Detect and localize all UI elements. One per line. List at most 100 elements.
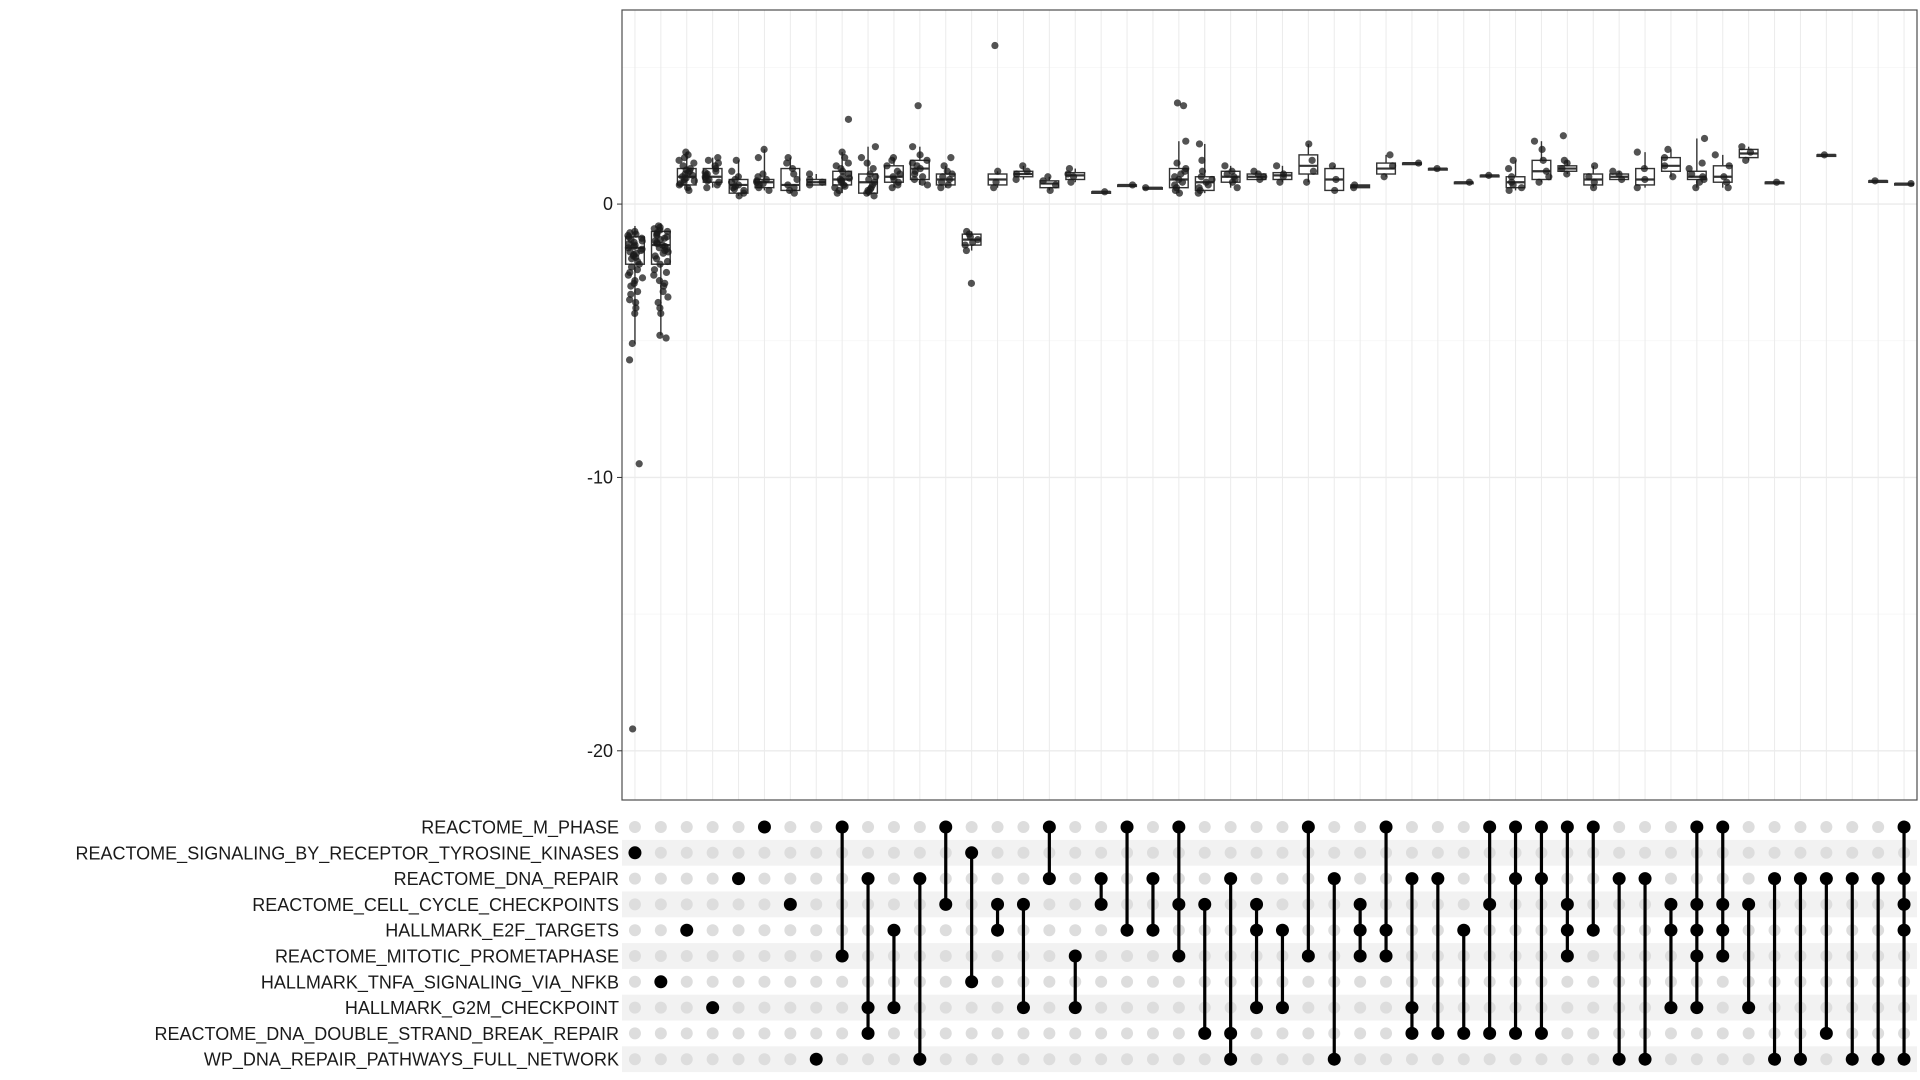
matrix-dot-inactive [1587, 1027, 1600, 1040]
matrix-dot-inactive [1613, 821, 1626, 833]
data-point [760, 145, 768, 154]
matrix-dot-inactive [836, 1027, 849, 1040]
data-point [832, 162, 840, 170]
data-point [632, 298, 640, 307]
matrix-dot-inactive [939, 1053, 952, 1066]
matrix-column [1845, 821, 1859, 1066]
data-point [1197, 173, 1205, 181]
matrix-dot-inactive [1121, 950, 1134, 962]
matrix-dot-inactive [1483, 1053, 1496, 1066]
data-point [910, 175, 919, 184]
matrix-dot-inactive [1561, 1001, 1574, 1014]
matrix-dot-active [939, 897, 953, 911]
data-point [1208, 175, 1216, 184]
data-point [883, 162, 891, 170]
matrix-column [939, 820, 953, 1066]
data-point [1669, 173, 1677, 181]
data-point [653, 231, 661, 240]
matrix-dot-inactive [1172, 1027, 1185, 1040]
matrix-dot-inactive [1017, 1053, 1030, 1066]
matrix-dot-inactive [1302, 1053, 1315, 1066]
box-group [1583, 162, 1604, 192]
matrix-dot-inactive [706, 1027, 719, 1040]
matrix-dot-inactive [1069, 872, 1082, 885]
matrix-dot-inactive [758, 1001, 771, 1014]
matrix-column [1405, 821, 1419, 1066]
matrix-dot-active [732, 872, 746, 886]
data-point [1772, 178, 1781, 186]
matrix-column [1094, 821, 1108, 1066]
matrix-dot-active [887, 923, 901, 937]
data-point [1386, 151, 1394, 159]
data-point [967, 279, 976, 287]
matrix-dot-active [1716, 820, 1730, 834]
matrix-dot-inactive [1664, 846, 1677, 859]
data-point [740, 186, 748, 195]
box-group [1012, 162, 1034, 184]
matrix-dot-active [1690, 923, 1704, 937]
matrix-dot-inactive [1742, 1053, 1755, 1066]
data-point [1023, 167, 1031, 175]
data-point [664, 293, 672, 301]
matrix-dot-active [1301, 820, 1315, 834]
matrix-dot-inactive [1069, 821, 1082, 833]
matrix-dot-inactive [1354, 975, 1367, 988]
matrix-dot-inactive [1069, 1053, 1082, 1066]
data-point [1742, 156, 1750, 164]
matrix-dot-active [1742, 897, 1756, 911]
matrix-dot-active [706, 1001, 720, 1015]
matrix-column [1016, 821, 1030, 1066]
matrix-dot-inactive [1146, 1001, 1159, 1014]
matrix-dot-active [1146, 923, 1160, 937]
matrix-dot-inactive [1457, 1053, 1470, 1066]
data-point [870, 192, 878, 200]
set-label: HALLMARK_TNFA_SIGNALING_VIA_NFKB [261, 972, 619, 993]
matrix-dot-active [913, 1052, 927, 1066]
data-point [690, 177, 698, 185]
box-group [1685, 134, 1709, 192]
matrix-dot-inactive [680, 872, 693, 885]
matrix-dot-active [1172, 820, 1186, 834]
matrix-dot-inactive [1664, 821, 1677, 833]
matrix-dot-inactive [654, 1053, 667, 1066]
matrix-dot-inactive [784, 872, 797, 885]
matrix-dot-inactive [1069, 924, 1082, 937]
data-point [1505, 186, 1513, 195]
data-point [1305, 140, 1313, 148]
data-point [662, 334, 670, 342]
data-point [1012, 175, 1020, 184]
matrix-dot-inactive [758, 898, 771, 911]
data-point [625, 356, 634, 364]
data-point [635, 460, 643, 468]
matrix-dot-inactive [680, 950, 693, 962]
data-point [1260, 173, 1268, 181]
data-point [728, 167, 736, 175]
matrix-dot-active [783, 897, 797, 911]
matrix-dot-inactive [628, 872, 641, 885]
data-point [1723, 178, 1731, 186]
box-group [1816, 151, 1837, 159]
matrix-dot-inactive [784, 1053, 797, 1066]
matrix-dot-active [1509, 820, 1523, 834]
data-point [1724, 184, 1732, 192]
matrix-dot-active [861, 872, 875, 886]
matrix-dot-inactive [732, 1053, 745, 1066]
data-point [1560, 156, 1568, 164]
data-point [1142, 184, 1150, 192]
plot-panel-border [621, 9, 1918, 801]
matrix-dot-inactive [706, 950, 719, 962]
matrix-dot-active [1250, 923, 1264, 937]
matrix-dot-inactive [810, 1001, 823, 1014]
matrix-dot-inactive [939, 950, 952, 962]
matrix-dot-inactive [1457, 898, 1470, 911]
data-point [624, 231, 632, 240]
matrix-dot-active [1793, 1052, 1807, 1066]
matrix-dot-inactive [810, 872, 823, 885]
matrix-dot-inactive [810, 898, 823, 911]
matrix-dot-inactive [1354, 1027, 1367, 1040]
matrix-dot-inactive [1354, 1053, 1367, 1066]
matrix-dot-inactive [758, 846, 771, 859]
data-point [1221, 162, 1229, 170]
data-point [831, 184, 839, 192]
matrix-dot-inactive [913, 846, 926, 859]
